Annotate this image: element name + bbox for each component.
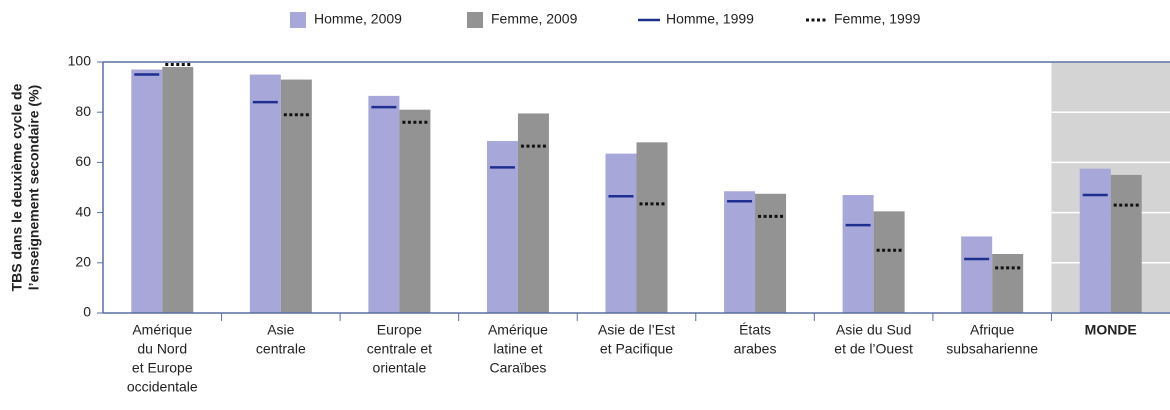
x-tick-label: Europe (377, 322, 422, 338)
bar (517, 113, 549, 313)
x-tick-label: Afrique (970, 322, 1015, 338)
x-tick-label: Amérique (488, 322, 548, 338)
x-tick-label: États (739, 322, 771, 338)
x-tick-label: orientale (373, 360, 427, 376)
bar (131, 69, 163, 313)
y-tick-label: 60 (75, 153, 91, 169)
x-tick-label: Caraïbes (490, 360, 547, 376)
x-tick-label: du Nord (137, 341, 187, 357)
bar (249, 74, 281, 313)
bar (486, 141, 518, 313)
y-tick-label: 80 (75, 103, 91, 119)
x-tick-label: Asie du Sud (836, 322, 912, 338)
y-tick-label: 40 (75, 203, 91, 219)
y-axis-label: TBS dans le deuxième cycle de (9, 83, 25, 291)
legend-label: Homme, 1999 (666, 11, 754, 27)
x-tick-label: Amérique (132, 322, 192, 338)
bar (724, 191, 756, 313)
bar (368, 95, 400, 313)
bar (961, 236, 993, 313)
bar (992, 254, 1024, 313)
bar (636, 142, 668, 313)
legend-swatch (290, 12, 306, 28)
bar (399, 109, 431, 313)
x-tick-label: subsaharienne (946, 341, 1038, 357)
bar (873, 211, 905, 313)
bar (755, 193, 787, 313)
x-tick-label: Asie (267, 322, 294, 338)
legend-label: Femme, 2009 (491, 11, 578, 27)
legend-label: Homme, 2009 (314, 11, 402, 27)
x-tick-label: latine et (493, 341, 542, 357)
x-tick-label: Asie de l’Est (598, 322, 675, 338)
x-tick-label: centrale et (367, 341, 432, 357)
bar (1110, 174, 1142, 313)
bar (605, 153, 637, 313)
bar (1079, 168, 1111, 313)
x-tick-label: occidentale (127, 379, 198, 395)
x-tick-label: et Pacifique (600, 341, 673, 357)
bar (280, 79, 312, 313)
y-tick-label: 20 (75, 254, 91, 270)
x-tick-label: et Europe (132, 360, 193, 376)
x-tick-label: et de l’Ouest (834, 341, 913, 357)
bar (842, 195, 874, 313)
x-tick-label: arabes (734, 341, 777, 357)
bar (162, 67, 194, 314)
y-axis-label: l’enseignement secondaire (%) (26, 85, 42, 290)
legend-label: Femme, 1999 (834, 11, 921, 27)
legend-swatch (467, 12, 483, 28)
y-tick-label: 0 (83, 304, 91, 320)
y-tick-label: 100 (68, 53, 92, 69)
x-tick-label: centrale (256, 341, 306, 357)
x-tick-label: MONDE (1085, 322, 1137, 338)
